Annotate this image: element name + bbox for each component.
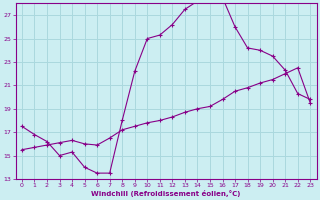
X-axis label: Windchill (Refroidissement éolien,°C): Windchill (Refroidissement éolien,°C) bbox=[92, 190, 241, 197]
